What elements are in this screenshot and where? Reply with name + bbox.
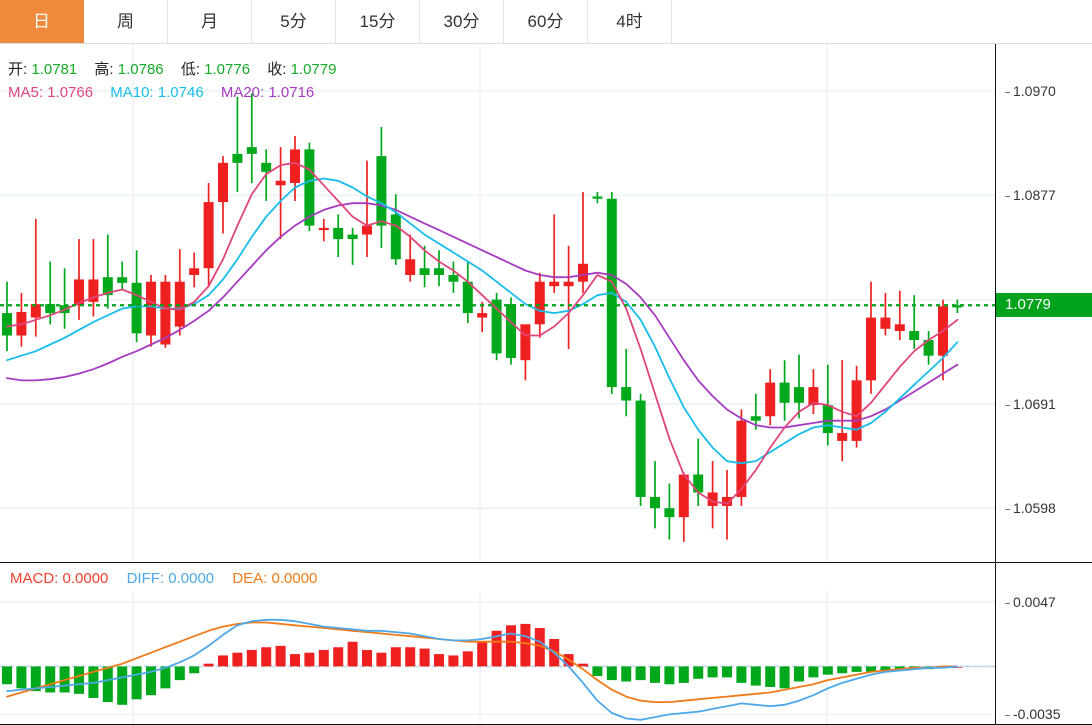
macd-legend: MACD: 0.0000 DIFF: 0.0000 DEA: 0.0000: [10, 570, 331, 587]
current-price-badge: 1.0779: [996, 293, 1092, 318]
price-tick-0: 1.0970: [1005, 83, 1056, 99]
macd-svg: [0, 591, 995, 724]
price-tick-4: 1.0598: [1005, 500, 1056, 516]
diff-label: DIFF:: [126, 570, 165, 587]
price-tick-3: 1.0691: [1005, 396, 1056, 412]
price-chart-panel: 开: 1.0781 高: 1.0786 低: 1.0776 收: 1.0779 …: [0, 44, 1092, 563]
diff-value: 0.0000: [168, 570, 215, 587]
close-label: 收:: [267, 61, 287, 78]
macd-tick-0: 0.0047: [1005, 594, 1056, 610]
open-value: 1.0781: [31, 61, 78, 78]
open-label: 开:: [8, 61, 28, 78]
tab-4[interactable]: 15分: [336, 0, 420, 43]
macd-axis: 0.0047 -0.0035: [995, 563, 1092, 724]
ma10-value: 1.0746: [157, 84, 204, 101]
high-label: 高:: [94, 61, 114, 78]
high-value: 1.0786: [117, 61, 164, 78]
ma20-value: 1.0716: [268, 84, 315, 101]
tab-bar-filler: [672, 0, 1092, 43]
candlestick-plot-area[interactable]: [0, 44, 995, 562]
macd-chart-panel: MACD: 0.0000 DIFF: 0.0000 DEA: 0.0000 0.…: [0, 563, 1092, 725]
period-tab-bar: 日周月 5分 15分 30分 60分 4时: [0, 0, 1092, 44]
macd-value: 0.0000: [62, 570, 109, 587]
close-value: 1.0779: [290, 61, 337, 78]
tab-5[interactable]: 30分: [420, 0, 504, 43]
macd-tick-1: -0.0035: [1005, 706, 1060, 722]
candlestick-svg: [0, 44, 995, 562]
ma5-value: 1.0766: [47, 84, 94, 101]
ohlc-ma-legend: 开: 1.0781 高: 1.0786 低: 1.0776 收: 1.0779 …: [8, 58, 349, 104]
dea-value: 0.0000: [271, 570, 318, 587]
tab-2[interactable]: 月: [168, 0, 252, 43]
tab-1[interactable]: 周: [84, 0, 168, 43]
macd-label: MACD:: [10, 570, 59, 587]
ma5-label: MA5:: [8, 84, 44, 101]
price-tick-1: 1.0877: [1005, 187, 1056, 203]
macd-plot-area[interactable]: [0, 563, 995, 724]
tab-7[interactable]: 4时: [588, 0, 672, 43]
low-label: 低:: [180, 61, 200, 78]
tab-0[interactable]: 日: [0, 0, 84, 43]
dea-label: DEA:: [232, 570, 268, 587]
ohlc-legend-row: 开: 1.0781 高: 1.0786 低: 1.0776 收: 1.0779: [8, 58, 349, 81]
ma10-label: MA10:: [110, 84, 154, 101]
tab-6[interactable]: 60分: [504, 0, 588, 43]
tab-3[interactable]: 5分: [252, 0, 336, 43]
low-value: 1.0776: [204, 61, 251, 78]
ma20-label: MA20:: [220, 84, 265, 101]
ma-legend-row: MA5: 1.0766 MA10: 1.0746 MA20: 1.0716: [8, 81, 349, 104]
